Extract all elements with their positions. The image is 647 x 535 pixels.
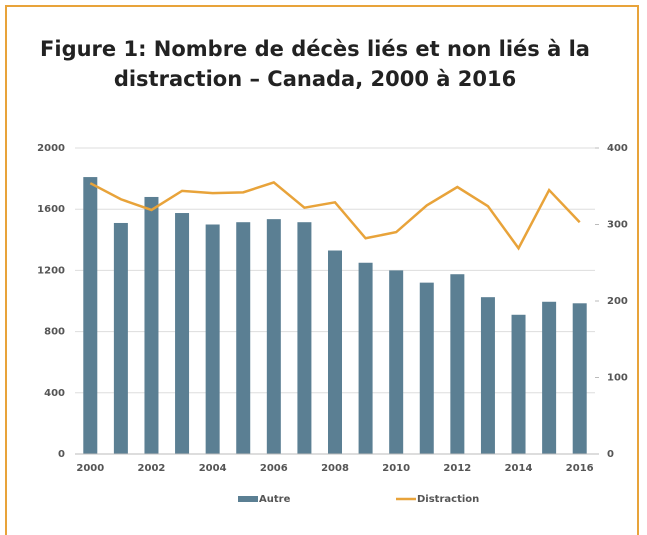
bar xyxy=(450,274,465,454)
bar xyxy=(297,222,312,454)
bar xyxy=(175,213,190,454)
bar xyxy=(358,262,373,454)
y2-tick-label: 0 xyxy=(607,449,614,460)
bar xyxy=(480,297,495,454)
bar xyxy=(236,222,251,454)
bar xyxy=(144,196,159,454)
bar xyxy=(389,270,404,454)
y-tick-label: 400 xyxy=(44,388,65,399)
bar xyxy=(113,222,128,454)
x-tick-label: 2014 xyxy=(505,463,533,474)
bar xyxy=(205,224,220,454)
legend-label: Autre xyxy=(259,494,291,505)
bar xyxy=(328,250,342,454)
x-tick-label: 2000 xyxy=(76,463,104,474)
bar xyxy=(83,177,98,454)
y-tick-label: 2000 xyxy=(37,143,65,154)
frame xyxy=(5,5,639,535)
x-tick-label: 2004 xyxy=(199,463,227,474)
legend-label: Distraction xyxy=(417,494,479,505)
x-tick-label: 2006 xyxy=(260,463,288,474)
bar xyxy=(542,301,557,454)
chart-title: Figure 1: Nombre de décès liés et non li… xyxy=(40,37,590,91)
y-tick-label: 1200 xyxy=(37,265,65,276)
x-tick-label: 2008 xyxy=(321,463,349,474)
y2-tick-label: 300 xyxy=(607,220,628,231)
y2-tick-label: 100 xyxy=(607,373,628,384)
y2-tick-label: 400 xyxy=(607,143,628,154)
bar xyxy=(419,282,434,454)
legend-swatch xyxy=(238,496,258,502)
bar xyxy=(572,303,587,454)
y-tick-label: 1600 xyxy=(37,204,65,215)
x-tick-label: 2016 xyxy=(566,463,594,474)
x-tick-label: 2010 xyxy=(382,463,410,474)
x-tick-label: 2012 xyxy=(443,463,471,474)
x-tick-label: 2002 xyxy=(138,463,166,474)
y-tick-label: 0 xyxy=(58,449,65,460)
line xyxy=(89,181,581,251)
bar xyxy=(266,219,281,454)
y2-tick-label: 200 xyxy=(607,296,628,307)
bar xyxy=(511,314,526,454)
y-tick-label: 800 xyxy=(44,327,65,338)
